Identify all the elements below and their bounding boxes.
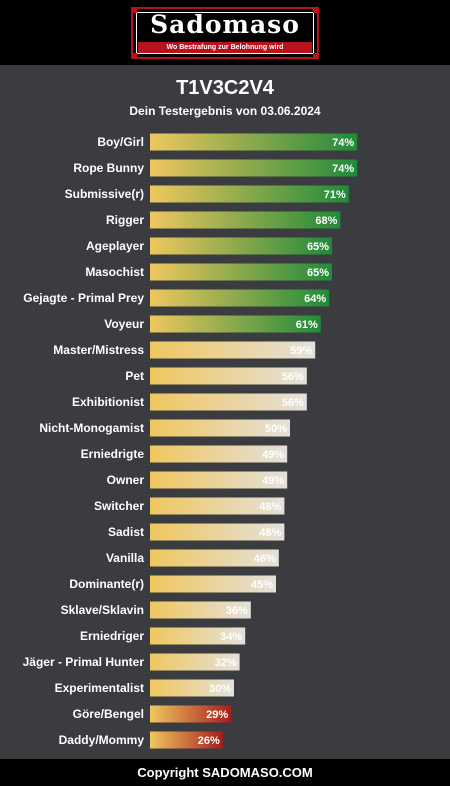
value-label: 32% [215, 657, 237, 669]
result-bar [150, 237, 332, 255]
logo-frame [136, 12, 314, 54]
result-bar [150, 289, 330, 307]
category-label: Erniedriger [80, 629, 144, 643]
category-label: Sklave/Sklavin [61, 603, 144, 617]
result-bar [150, 211, 341, 229]
logo-corner [131, 53, 137, 59]
category-label: Gejagte - Primal Prey [23, 291, 144, 305]
value-label: 50% [265, 423, 287, 435]
logo-wordmark: Sadomaso [150, 10, 300, 39]
result-bar [150, 523, 285, 541]
category-label: Voyeur [104, 317, 144, 331]
value-label: 74% [332, 163, 354, 175]
category-label: Rope Bunny [73, 161, 144, 175]
category-label: Daddy/Mommy [59, 733, 145, 747]
result-bar [150, 367, 307, 385]
value-label: 56% [282, 397, 304, 409]
result-bar [150, 653, 240, 671]
category-label: Ageplayer [86, 239, 144, 253]
value-label: 64% [304, 293, 326, 305]
result-bar [150, 133, 358, 151]
logo-corner [131, 7, 137, 13]
result-bar [150, 679, 234, 697]
category-label: Switcher [94, 499, 144, 513]
result-bar [150, 315, 321, 333]
copyright-footer: Copyright SADOMASO.COM [0, 759, 450, 786]
result-bar [150, 731, 223, 749]
category-label: Nicht-Monogamist [39, 421, 144, 435]
value-label: 36% [226, 605, 248, 617]
result-bar [150, 393, 307, 411]
value-label: 48% [259, 501, 281, 513]
value-label: 49% [262, 449, 284, 461]
result-bar [150, 263, 332, 281]
result-bar [150, 705, 232, 723]
value-label: 71% [324, 189, 346, 201]
value-label: 26% [198, 735, 220, 747]
result-subtitle: Dein Testergebnis von 03.06.2024 [129, 104, 321, 118]
category-label: Pet [125, 369, 144, 383]
value-label: 59% [290, 345, 312, 357]
value-label: 45% [251, 579, 273, 591]
value-label: 65% [307, 267, 329, 279]
category-label: Vanilla [106, 551, 144, 565]
logo-corner [313, 53, 319, 59]
result-bar [150, 419, 290, 437]
category-label: Dominante(r) [69, 577, 144, 591]
result-title: T1V3C2V4 [176, 77, 274, 99]
result-bar-chart: Boy/Girl 74% Rope Bunny 74% Submissive(r) 71%… [23, 133, 358, 749]
result-bar [150, 185, 349, 203]
category-label: Master/Mistress [53, 343, 144, 357]
top-bar: Sadomaso Wo Bestrafung zur Belohnung wir… [0, 0, 450, 65]
value-label: 48% [259, 527, 281, 539]
category-label: Experimentalist [55, 681, 144, 695]
value-label: 49% [262, 475, 284, 487]
value-label: 30% [209, 683, 231, 695]
result-bar [150, 159, 358, 177]
value-label: 65% [307, 241, 329, 253]
logo-corner [313, 7, 319, 13]
value-label: 34% [220, 631, 242, 643]
value-label: 29% [206, 709, 228, 721]
result-bar [150, 471, 288, 489]
category-label: Exhibitionist [72, 395, 144, 409]
category-label: Rigger [106, 213, 144, 227]
sadomaso-logo[interactable]: Sadomaso Wo Bestrafung zur Belohnung wir… [131, 7, 319, 59]
result-bar [150, 575, 276, 593]
category-label: Göre/Bengel [73, 707, 144, 721]
result-bar [150, 341, 316, 359]
result-bar [150, 497, 285, 515]
category-label: Jäger - Primal Hunter [23, 655, 145, 669]
category-label: Masochist [85, 265, 144, 279]
result-bar [150, 627, 246, 645]
category-label: Erniedrigte [81, 447, 145, 461]
value-label: 56% [282, 371, 304, 383]
result-bar [150, 601, 251, 619]
value-label: 61% [296, 319, 318, 331]
result-bar [150, 549, 279, 567]
value-label: 74% [332, 137, 354, 149]
category-label: Sadist [108, 525, 144, 539]
category-label: Owner [107, 473, 145, 487]
value-label: 68% [315, 215, 337, 227]
category-label: Submissive(r) [65, 187, 144, 201]
logo-tagline: Wo Bestrafung zur Belohnung wird [138, 42, 312, 53]
category-label: Boy/Girl [97, 135, 144, 149]
value-label: 46% [254, 553, 276, 565]
result-bar [150, 445, 288, 463]
